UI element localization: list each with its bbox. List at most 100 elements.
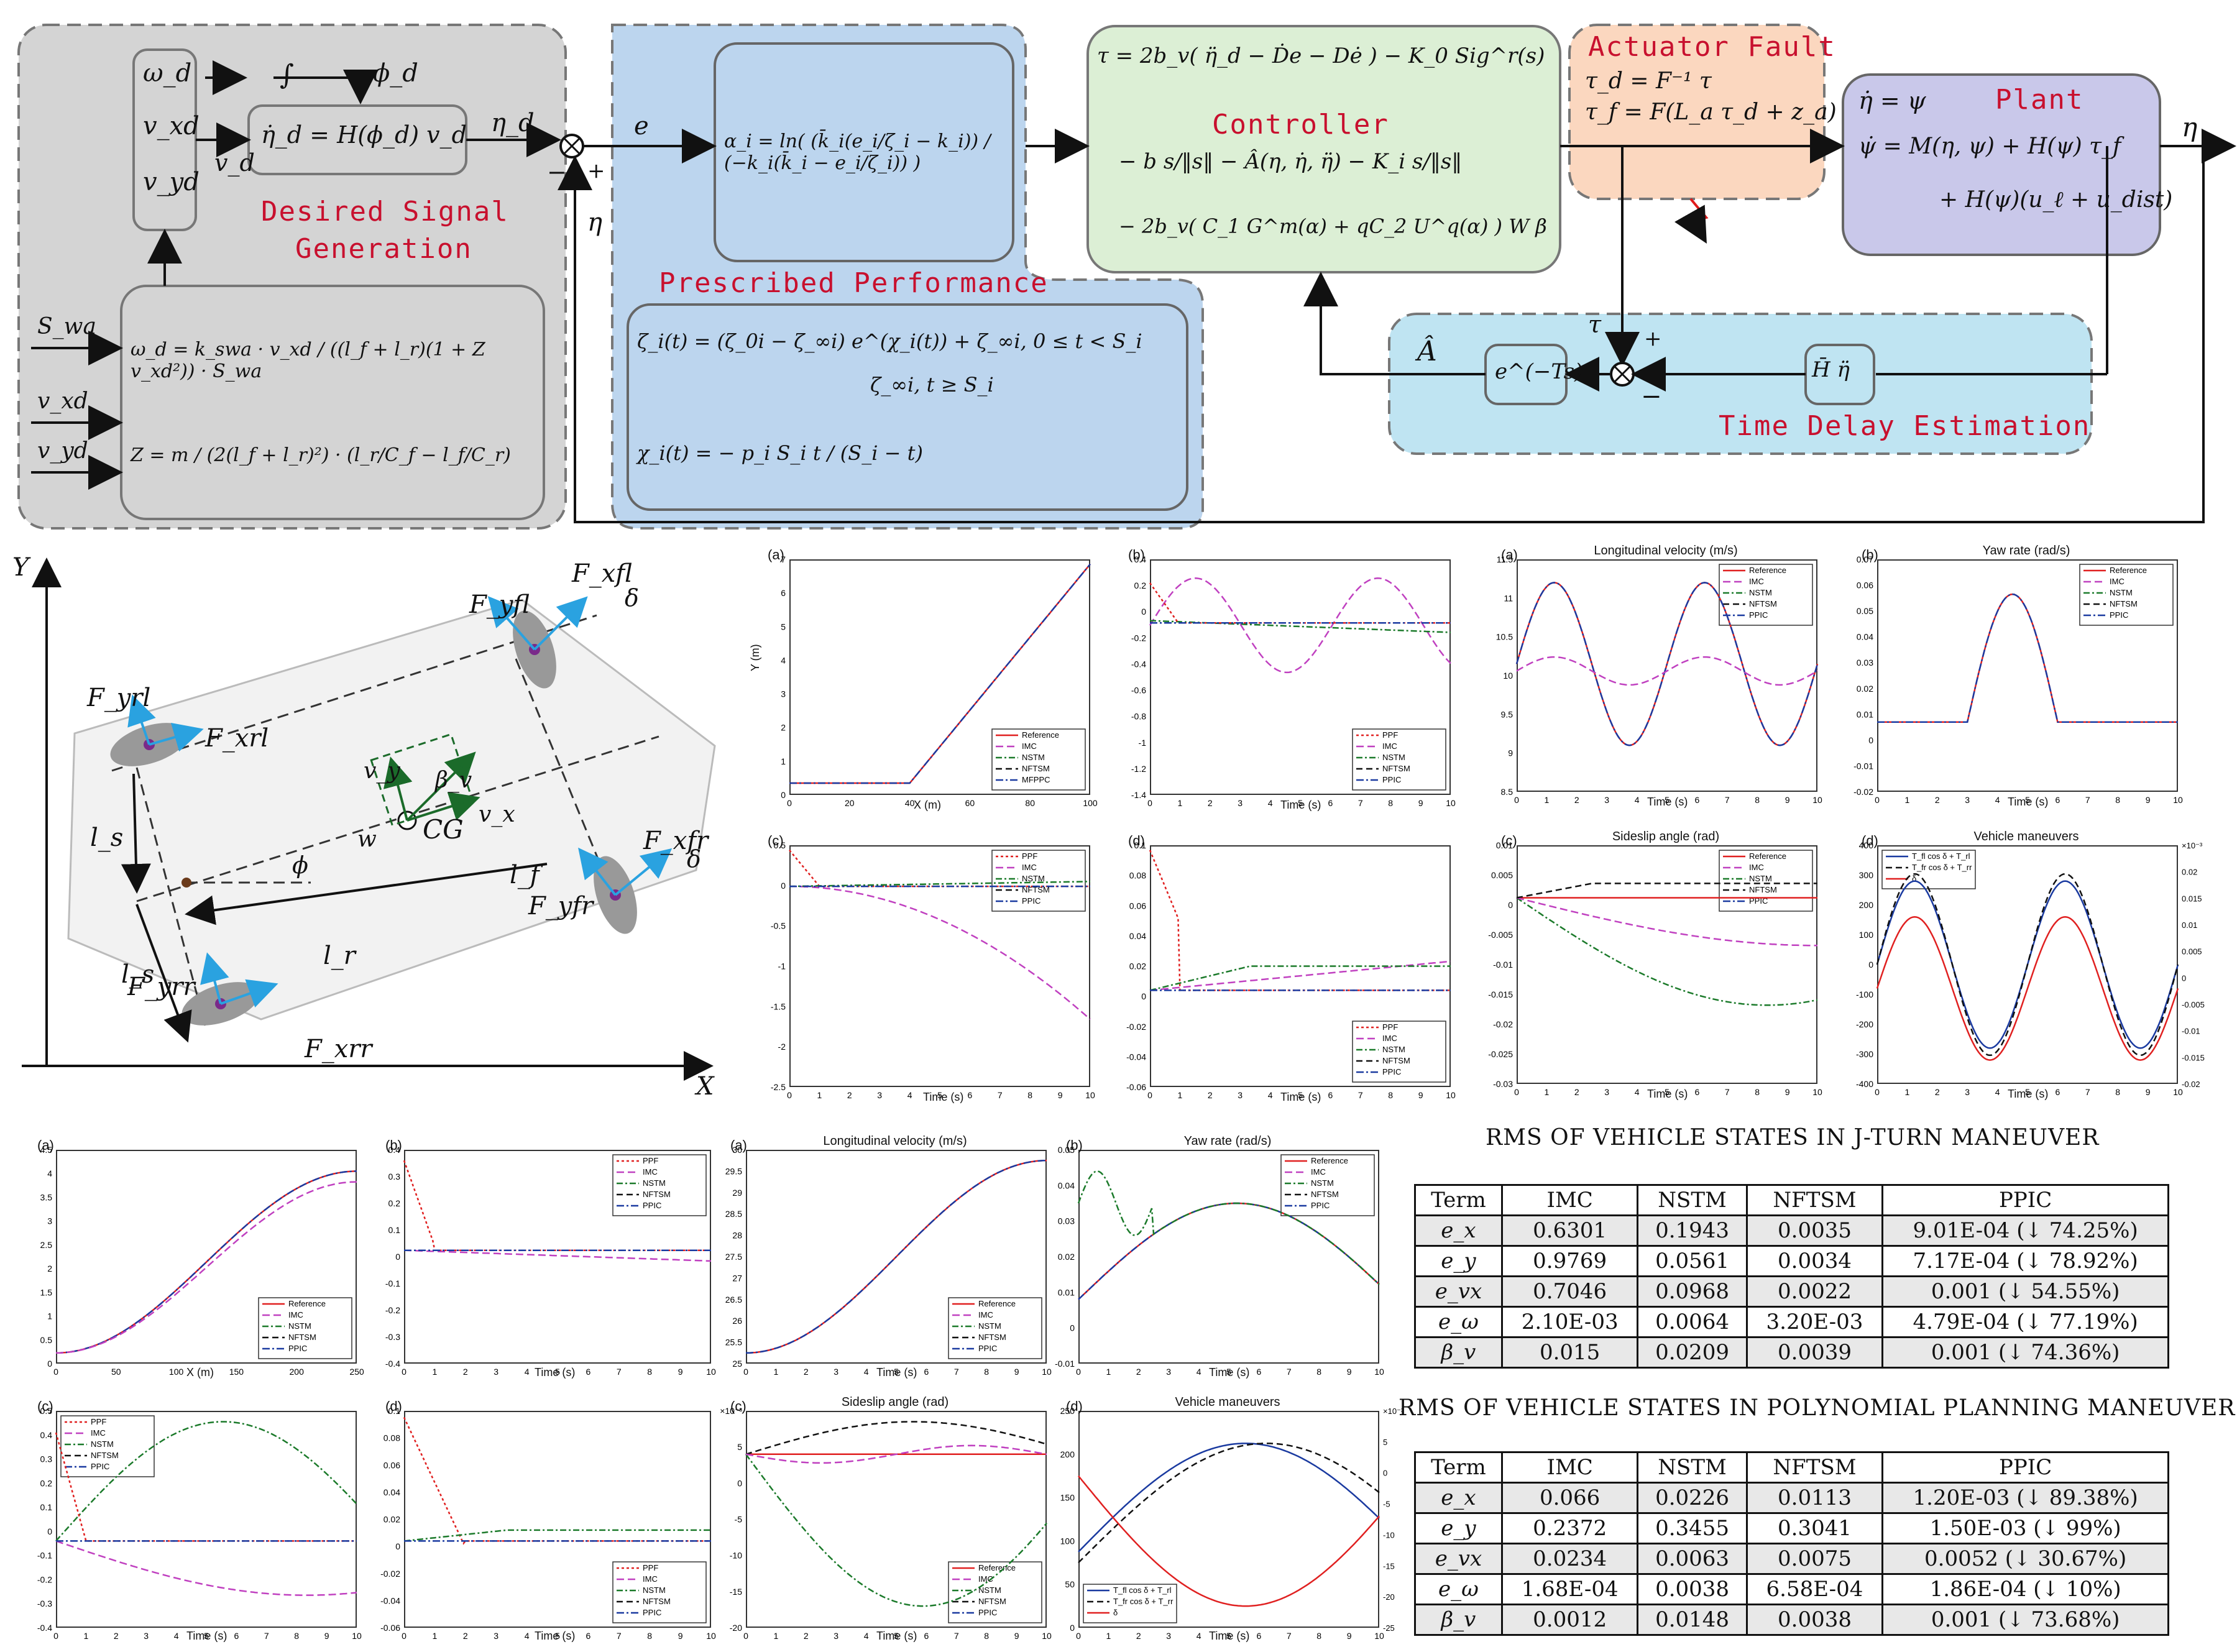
series-line: [55, 1421, 357, 1542]
table-cell: 0.0226: [1637, 1482, 1748, 1514]
y2-tick-label: -20: [1383, 1592, 1395, 1602]
y-tick-label: 26: [732, 1316, 742, 1326]
table-cell: e_x: [1414, 1482, 1503, 1514]
series-line: [1149, 620, 1451, 633]
legend-entry: IMC: [91, 1428, 106, 1438]
x-tick-label: 10: [1042, 1367, 1052, 1377]
xlabel-states1-a: Time (s): [1647, 796, 1688, 808]
series-line: [56, 1181, 357, 1354]
y-tick-label: 2: [47, 1264, 52, 1273]
y-tick-label: 26.5: [725, 1295, 742, 1305]
y2-tick-label: 0: [2182, 973, 2186, 983]
legend-entry: PPIC: [1022, 896, 1040, 906]
table-header-cell: Term: [1414, 1451, 1503, 1484]
x-tick-label: 9: [1014, 1367, 1019, 1377]
x-tick-label: 3: [1604, 1087, 1609, 1097]
y-tick-label: 3: [47, 1216, 52, 1226]
xlabel-poly-b: Time (s): [535, 1366, 576, 1379]
y-tick-label: -1.2: [1131, 764, 1146, 774]
tag-jturn-c: (c): [768, 833, 784, 848]
table-row: β_v 0.0012 0.0148 0.0038 0.001 (↓ 73.68%): [1414, 1604, 2169, 1636]
x-tick-label: 8: [647, 1631, 652, 1641]
table-row: e_y 0.9769 0.0561 0.0034 7.17E-04 (↓ 78.92%): [1414, 1245, 2169, 1277]
table-cell: e_ω: [1414, 1306, 1503, 1338]
y-tick-label: 0: [1868, 735, 1873, 745]
x-tick-label: 4: [1197, 1631, 1201, 1641]
label-fxrl: F_xrl: [205, 724, 269, 753]
y-tick-label: -0.2: [385, 1305, 400, 1315]
x-tick-label: 8: [984, 1367, 989, 1377]
x-tick-label: 4: [1635, 795, 1640, 805]
y-tick-label: 0.1: [1134, 840, 1147, 850]
x-tick-label: 2: [1574, 795, 1579, 805]
x-tick-label: 2: [463, 1367, 468, 1377]
y-tick-label: -100: [1856, 989, 1873, 999]
x-tick-label: 20: [845, 798, 855, 808]
x-tick-label: 10: [2173, 1087, 2183, 1097]
table-header-cell: IMC: [1500, 1184, 1639, 1216]
x-tick-label: 3: [1965, 1087, 1970, 1097]
x-tick-label: 0: [1875, 1087, 1880, 1097]
y-tick-label: 0.2: [1134, 580, 1147, 590]
y-tick-label: 0.05: [1857, 606, 1873, 616]
tag-states1-c: (c): [1501, 833, 1517, 848]
y-tick-label: -0.3: [37, 1599, 52, 1608]
table-cell: 0.001 (↓ 74.36%): [1881, 1336, 2169, 1369]
x-tick-label: 0: [1076, 1631, 1081, 1641]
y-tick-label: 0.5: [40, 1335, 53, 1345]
series-line: [745, 1444, 1047, 1464]
y-tick-label: -0.1: [385, 1278, 400, 1288]
xlabel-states1-d: Time (s): [2008, 1088, 2049, 1100]
x-tick-label: 2: [1208, 1090, 1213, 1100]
legend-entry: NFTSM: [288, 1333, 316, 1342]
x-tick-label: 0: [787, 798, 792, 808]
y-tick-label: 0: [781, 790, 786, 800]
x-tick-label: 10: [706, 1631, 716, 1641]
zeta-eq-2: ζ_∞i, t ≥ S_i: [870, 373, 994, 397]
x-tick-label: 5: [937, 1090, 942, 1100]
x-tick-label: 6: [2056, 1087, 2060, 1097]
y-tick-label: -20: [730, 1623, 742, 1633]
y2-tick-label: 0.015: [2182, 894, 2202, 903]
x-tick-label: 4: [1197, 1367, 1201, 1377]
x-tick-label: 1: [1545, 1087, 1550, 1097]
x-tick-label: 9: [1347, 1631, 1352, 1641]
y-tick-label: -0.2: [37, 1574, 52, 1584]
x-tick-label: 0: [1147, 1090, 1152, 1100]
tag-states2-d: (d): [1066, 1398, 1083, 1414]
y2-tick-label: ×10⁻³: [2182, 841, 2203, 850]
legend-entry: PPIC: [2110, 610, 2128, 620]
xlabel-states1-b: Time (s): [2008, 796, 2049, 808]
desired-title-1: Desired Signal: [261, 196, 509, 227]
y-tick-label: 0.005: [1491, 870, 1513, 880]
label-w: w: [357, 827, 377, 852]
sum-minus: −: [547, 158, 567, 186]
x-tick-label: 6: [2056, 795, 2060, 805]
x-tick-label: 5: [1665, 795, 1670, 805]
table-cell: 0.0022: [1745, 1275, 1884, 1308]
z-equation: Z = m / (2(l_f + l_r)²) · (l_r/C_f − l_f…: [131, 444, 511, 466]
x-tick-label: 1: [1106, 1367, 1111, 1377]
y2-tick-label: -0.01: [2182, 1027, 2200, 1036]
legend-entry: PPF: [91, 1417, 106, 1426]
y-tick-label: 0.1: [40, 1502, 53, 1512]
table-row: e_vx 0.7046 0.0968 0.0022 0.001 (↓ 54.55%): [1414, 1275, 2169, 1308]
x-tick-label: 7: [1725, 795, 1730, 805]
y-tick-label: -1.5: [771, 1001, 786, 1011]
x-tick-label: 3: [1166, 1367, 1171, 1377]
series-line: [403, 1529, 711, 1542]
y-tick-label: -0.06: [380, 1623, 400, 1633]
legend-entry: IMC: [643, 1574, 658, 1584]
vyd: v_yd: [143, 168, 200, 196]
series-line: [745, 1421, 1047, 1455]
y-tick-label: 0.02: [1058, 1252, 1075, 1262]
legend-entry: Reference: [1311, 1156, 1348, 1165]
table-cell: 0.0038: [1637, 1573, 1748, 1605]
xlabel-jturn-d: Time (s): [1280, 1091, 1321, 1103]
y-tick-label: 0.5: [774, 840, 786, 850]
y-tick-label: -0.03: [1493, 1079, 1513, 1089]
x-tick-label: 3: [494, 1367, 498, 1377]
series-line: [746, 1159, 1047, 1354]
y-tick-label: 100: [1060, 1536, 1075, 1546]
x-tick-label: 10: [1446, 798, 1456, 808]
